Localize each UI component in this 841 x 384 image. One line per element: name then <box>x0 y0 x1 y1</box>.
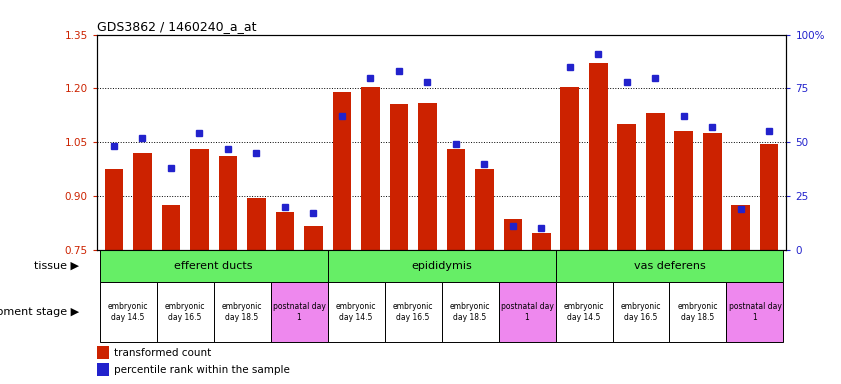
Bar <box>327 250 556 282</box>
Bar <box>97 346 109 359</box>
Text: vas deferens: vas deferens <box>633 261 706 271</box>
Bar <box>156 282 214 342</box>
Bar <box>589 63 607 250</box>
Bar <box>418 103 436 250</box>
Text: GDS3862 / 1460240_a_at: GDS3862 / 1460240_a_at <box>97 20 257 33</box>
Text: embryonic
day 14.5: embryonic day 14.5 <box>336 302 376 322</box>
Bar <box>97 363 109 376</box>
Bar <box>190 149 209 250</box>
Bar <box>703 133 722 250</box>
Text: embryonic
day 18.5: embryonic day 18.5 <box>222 302 262 322</box>
Bar <box>475 169 494 250</box>
Bar <box>332 92 351 250</box>
Bar <box>669 282 727 342</box>
Text: development stage ▶: development stage ▶ <box>0 307 79 317</box>
Text: embryonic
day 18.5: embryonic day 18.5 <box>678 302 718 322</box>
Bar <box>271 282 327 342</box>
Bar <box>214 282 271 342</box>
Text: embryonic
day 16.5: embryonic day 16.5 <box>165 302 205 322</box>
Bar <box>304 226 323 250</box>
Bar <box>389 104 408 250</box>
Bar <box>532 233 551 250</box>
Bar <box>617 124 636 250</box>
Text: embryonic
day 16.5: embryonic day 16.5 <box>621 302 661 322</box>
Text: embryonic
day 14.5: embryonic day 14.5 <box>563 302 604 322</box>
Bar <box>99 282 156 342</box>
Bar <box>727 282 784 342</box>
Bar <box>732 205 750 250</box>
Text: efferent ducts: efferent ducts <box>174 261 253 271</box>
Bar <box>674 131 693 250</box>
Text: postnatal day
1: postnatal day 1 <box>728 302 781 322</box>
Bar <box>556 250 784 282</box>
Bar <box>646 113 664 250</box>
Text: epididymis: epididymis <box>411 261 472 271</box>
Bar <box>276 212 294 250</box>
Text: postnatal day
1: postnatal day 1 <box>272 302 325 322</box>
Bar <box>499 282 556 342</box>
Bar <box>99 250 327 282</box>
Bar <box>556 282 612 342</box>
Bar <box>447 149 465 250</box>
Bar <box>361 86 379 250</box>
Text: percentile rank within the sample: percentile rank within the sample <box>114 365 290 375</box>
Bar <box>442 282 499 342</box>
Text: postnatal day
1: postnatal day 1 <box>500 302 553 322</box>
Bar <box>161 205 180 250</box>
Bar <box>133 153 151 250</box>
Text: tissue ▶: tissue ▶ <box>34 261 79 271</box>
Bar <box>384 282 442 342</box>
Text: embryonic
day 14.5: embryonic day 14.5 <box>108 302 148 322</box>
Bar <box>612 282 669 342</box>
Bar <box>219 156 237 250</box>
Bar <box>760 144 779 250</box>
Bar <box>247 198 266 250</box>
Text: embryonic
day 18.5: embryonic day 18.5 <box>450 302 490 322</box>
Bar <box>327 282 384 342</box>
Text: embryonic
day 16.5: embryonic day 16.5 <box>393 302 433 322</box>
Bar <box>104 169 123 250</box>
Text: transformed count: transformed count <box>114 348 211 358</box>
Bar <box>504 219 522 250</box>
Bar <box>560 86 579 250</box>
